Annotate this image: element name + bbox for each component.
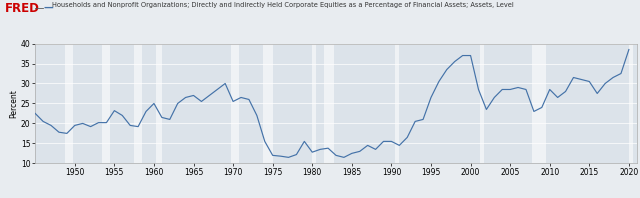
Bar: [65, 44, 73, 163]
Bar: [396, 44, 399, 163]
Bar: [481, 44, 484, 163]
Bar: [263, 44, 273, 163]
Bar: [156, 44, 162, 163]
Bar: [102, 44, 111, 163]
Bar: [134, 44, 142, 163]
Y-axis label: Percent: Percent: [9, 89, 18, 118]
Text: Households and Nonprofit Organizations; Directly and Indirectly Held Corporate E: Households and Nonprofit Organizations; …: [52, 2, 514, 8]
Bar: [629, 44, 633, 163]
Text: —: —: [44, 2, 53, 12]
Text: FRED: FRED: [5, 2, 40, 15]
Bar: [532, 44, 546, 163]
Bar: [231, 44, 239, 163]
Bar: [312, 44, 316, 163]
Bar: [324, 44, 334, 163]
Text: —: —: [33, 3, 46, 13]
